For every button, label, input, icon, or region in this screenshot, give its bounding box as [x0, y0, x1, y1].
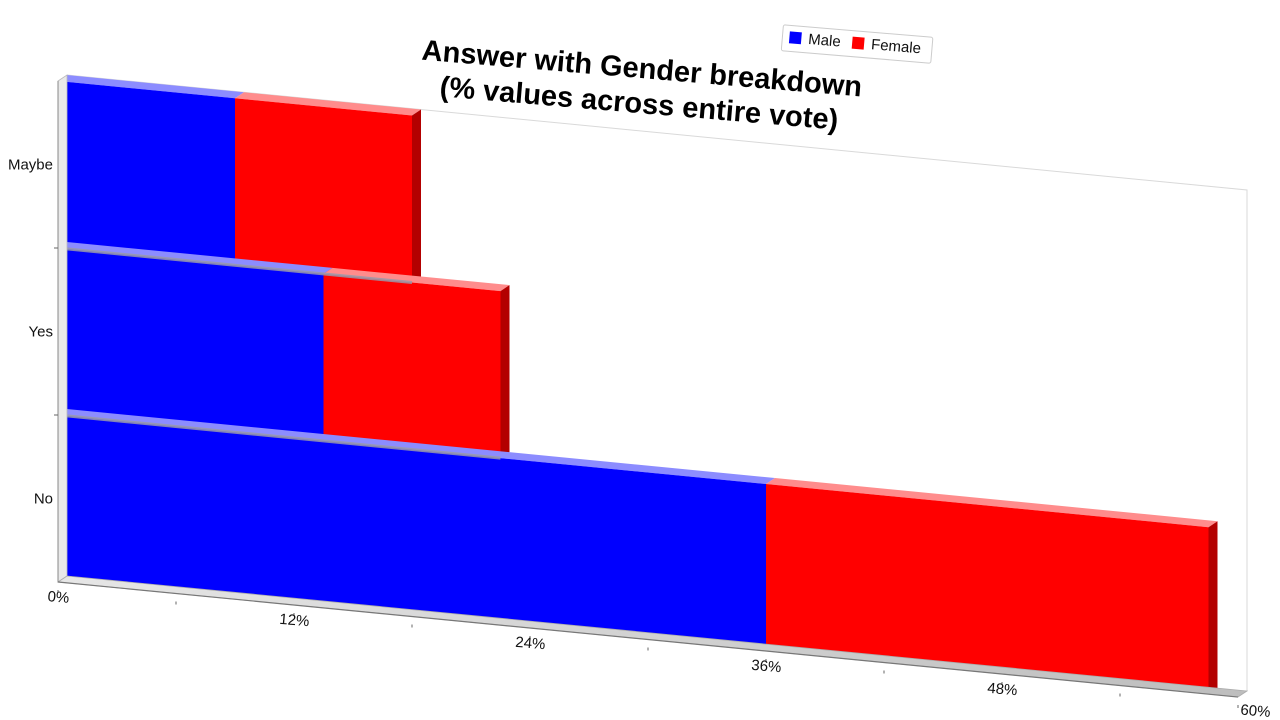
bar-top-face — [766, 478, 1218, 528]
row-separator — [57, 413, 501, 460]
category-label-yes: Yes — [29, 324, 53, 341]
bar-top-face — [323, 267, 510, 292]
x-tick-label: 0% — [47, 588, 70, 607]
bar-front-face — [766, 484, 1209, 695]
plot-back-border — [66, 74, 1248, 691]
x-tick-label: 12% — [279, 611, 310, 630]
x-axis-line — [57, 581, 1239, 698]
x-tick-label: 48% — [987, 680, 1018, 699]
category-labels: Maybe Yes No — [8, 157, 53, 508]
x-tick-label: 24% — [515, 634, 546, 653]
bar-side-face — [1208, 521, 1218, 695]
legend-label-male: Male — [808, 31, 842, 51]
bar-side-face — [500, 285, 510, 459]
bar-top-face — [58, 242, 333, 274]
bars-layer — [58, 75, 1218, 695]
legend-swatch-female — [851, 36, 865, 50]
bar-female-yes — [323, 267, 510, 459]
bar-front-face — [235, 98, 412, 283]
bar-top-face — [58, 75, 244, 99]
axes-layer — [54, 74, 1249, 709]
x-tick-labels: 0% 12% 24% 36% 48% 60% — [47, 588, 1271, 720]
category-label-no: No — [34, 491, 53, 508]
bar-male-maybe — [58, 75, 244, 266]
legend-label-female: Female — [870, 36, 921, 57]
y-axis-wall — [57, 74, 68, 583]
bar-female-maybe — [235, 92, 421, 283]
legend: Male Female — [780, 24, 934, 64]
row-separator — [57, 246, 413, 285]
bar-front-face — [58, 248, 324, 441]
x-tick-label: 60% — [1240, 702, 1271, 720]
x-tick-label: 36% — [751, 657, 782, 676]
bar-side-face — [412, 109, 421, 283]
plot-frame — [66, 74, 1248, 691]
bar-top-face — [58, 409, 775, 484]
row-separators — [57, 246, 501, 460]
legend-swatch-male — [788, 31, 802, 45]
bar-female-no — [766, 478, 1218, 695]
category-label-maybe: Maybe — [8, 157, 53, 174]
bar-top-face — [235, 92, 421, 116]
bar-male-yes — [58, 242, 333, 441]
bar-front-face — [58, 81, 235, 266]
bar-front-face — [323, 273, 501, 459]
